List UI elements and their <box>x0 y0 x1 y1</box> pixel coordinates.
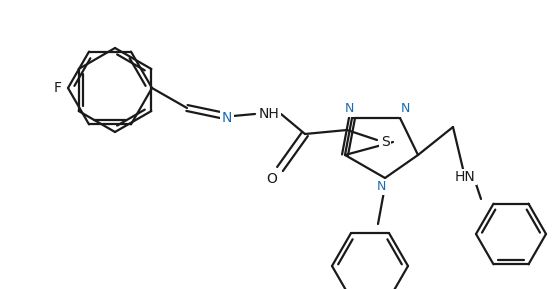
Text: HN: HN <box>455 170 475 184</box>
Text: NH: NH <box>258 107 280 121</box>
Text: S: S <box>380 135 389 149</box>
Text: O: O <box>267 172 277 186</box>
Text: N: N <box>400 103 410 116</box>
Text: N: N <box>222 111 232 125</box>
Text: F: F <box>54 81 62 95</box>
Text: N: N <box>344 103 354 116</box>
Text: N: N <box>377 181 385 194</box>
